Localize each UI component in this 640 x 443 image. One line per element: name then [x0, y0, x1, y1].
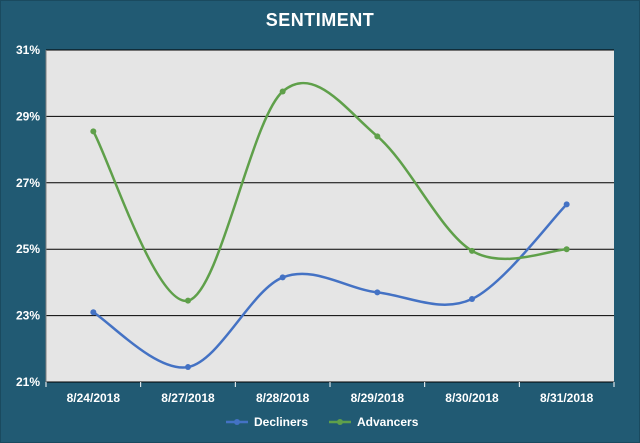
y-tick-label: 31% [16, 43, 40, 57]
y-axis-ticks: 31% 29% 27% 25% 23% 21% [16, 43, 40, 389]
x-tick-label: 8/29/2018 [351, 391, 405, 405]
legend-marker [337, 419, 343, 425]
x-tick-label: 8/27/2018 [161, 391, 215, 405]
x-axis-ticks: 8/24/2018 8/27/2018 8/28/2018 8/29/2018 8/30… [45, 382, 615, 405]
series-advancers [90, 81, 570, 304]
data-point-advancers [279, 88, 286, 95]
x-tick-label: 8/24/2018 [67, 391, 121, 405]
y-tick-label: 29% [16, 109, 40, 123]
plot-area [46, 50, 614, 382]
y-tick-label: 21% [16, 375, 40, 389]
legend-item-advancers: Advancers [329, 415, 419, 429]
data-point-decliners [374, 289, 381, 296]
data-point-advancers [563, 246, 570, 253]
data-point-advancers [374, 133, 381, 140]
data-point-decliners [185, 364, 191, 371]
legend: Decliners Advancers [226, 415, 419, 429]
legend-label: Decliners [254, 415, 308, 429]
legend-marker [234, 419, 240, 425]
x-tick-label: 8/31/2018 [540, 391, 594, 405]
y-tick-label: 27% [16, 176, 40, 190]
chart-title: SENTIMENT [265, 10, 375, 30]
series-line-decliners [92, 203, 568, 369]
series-layer [90, 81, 570, 371]
legend-label: Advancers [357, 415, 419, 429]
x-tick-label: 8/30/2018 [445, 391, 499, 405]
data-point-decliners [469, 296, 475, 302]
data-point-decliners [90, 309, 97, 316]
y-tick-label: 23% [16, 309, 40, 323]
data-point-decliners [279, 274, 286, 281]
data-point-decliners [563, 201, 570, 208]
data-point-advancers [469, 247, 475, 254]
legend-item-decliners: Decliners [226, 415, 308, 429]
x-tick-label: 8/28/2018 [256, 391, 310, 405]
series-decliners [90, 201, 570, 371]
data-point-advancers [185, 297, 191, 304]
y-tick-label: 25% [16, 242, 40, 256]
data-point-advancers [90, 128, 97, 135]
